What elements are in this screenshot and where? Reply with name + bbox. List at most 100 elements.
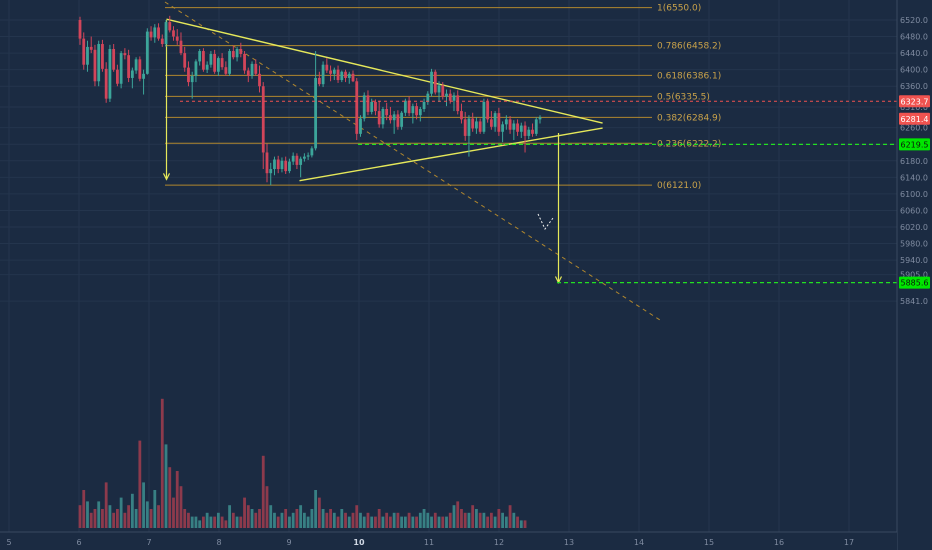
price-axis[interactable]: 6520.0 6480.0 6440.0 6400.0 6360.0 6310.0 6260… <box>896 0 932 550</box>
volume-bar <box>407 512 411 528</box>
x-tick-label: 7 <box>146 538 151 547</box>
candle-body <box>97 44 101 82</box>
candle-body <box>220 58 224 68</box>
volume-bar <box>478 512 482 528</box>
candle-body <box>164 22 168 45</box>
candle-body <box>534 119 538 134</box>
volume-bar <box>104 482 108 528</box>
volume-bar <box>362 516 366 528</box>
price-axis-background <box>897 0 932 550</box>
volume-bar <box>209 516 213 528</box>
candle-body <box>153 27 157 38</box>
volume-bar <box>243 497 246 528</box>
candle-body <box>463 119 467 136</box>
volume-bar <box>194 516 198 528</box>
candle-body <box>276 159 280 170</box>
volume-bar <box>164 444 168 528</box>
candle-body <box>134 59 138 71</box>
volume-bar <box>299 505 303 528</box>
volume-bar <box>97 501 101 528</box>
volume-bar <box>295 509 299 528</box>
candle-body <box>202 51 205 70</box>
candle-body <box>516 123 519 132</box>
candle-body <box>426 93 430 102</box>
volume-bar <box>329 509 332 528</box>
y-tick-label: 6100.0 <box>900 190 928 199</box>
x-tick-label: 17 <box>844 538 854 547</box>
candle-body <box>179 40 183 54</box>
y-tick-label: 6260.0 <box>900 124 928 133</box>
volume-bar <box>157 505 160 528</box>
volume-bar <box>332 512 336 528</box>
volume-bar <box>149 509 153 528</box>
candle-body <box>145 31 149 74</box>
candle-body <box>501 124 505 132</box>
candle-body <box>456 95 460 112</box>
volume-bar <box>411 516 415 528</box>
price-marker-badge <box>899 276 930 289</box>
volume-bar <box>445 516 448 528</box>
candle-body <box>374 101 377 112</box>
candle-body <box>359 118 362 134</box>
candle-body <box>531 129 534 134</box>
candle-body <box>340 71 344 81</box>
volume-bar <box>463 512 467 528</box>
volume-bar <box>325 512 329 528</box>
volume-bar <box>497 509 501 528</box>
volume-bar <box>123 512 127 528</box>
volume-bars <box>78 398 527 528</box>
volume-bar <box>101 509 104 528</box>
volume-bar <box>381 516 385 528</box>
candle-body <box>344 71 347 78</box>
volume-bar <box>228 505 231 528</box>
volume-bar <box>471 505 475 528</box>
candle-body <box>299 158 303 165</box>
volume-bar <box>235 516 239 528</box>
volume-bar <box>422 509 426 528</box>
volume-bar <box>291 512 295 528</box>
trendline-drawings[interactable] <box>162 1 661 321</box>
volume-bar <box>523 520 527 528</box>
y-tick-label: 6060.0 <box>900 206 928 215</box>
volume-bar <box>213 516 217 528</box>
time-axis[interactable]: 5 6 7 8 9 10 11 12 13 14 15 16 17 <box>0 531 897 550</box>
volume-bar <box>224 520 228 528</box>
candle-body <box>489 119 493 127</box>
volume-bar <box>254 512 258 528</box>
x-tick-label: 9 <box>286 538 291 547</box>
candle-body <box>527 129 531 136</box>
volume-bar <box>220 516 224 528</box>
y-tick-label: 6020.0 <box>900 223 928 232</box>
candle-body <box>430 71 433 94</box>
volume-bar <box>448 512 452 528</box>
candle-body <box>280 160 284 170</box>
candle-body <box>392 114 396 121</box>
candle-body <box>310 148 314 156</box>
candle-body <box>538 117 542 120</box>
candle-body <box>321 64 325 85</box>
volume-bar <box>302 512 306 528</box>
volume-bar <box>482 512 486 528</box>
x-tick-label: 8 <box>216 538 221 547</box>
volume-bar <box>183 509 187 528</box>
candle-body <box>198 51 202 62</box>
volume-bar <box>475 509 478 528</box>
candle-body <box>224 67 228 74</box>
volume-bar <box>519 520 523 528</box>
volume-bar <box>460 509 463 528</box>
volume-bar <box>489 512 493 528</box>
y-tick-label: 5905.0 <box>900 271 928 280</box>
volume-bar <box>415 516 418 528</box>
candle-body <box>329 70 332 74</box>
candle-body <box>482 101 486 132</box>
candle-body <box>168 22 172 31</box>
candle-body <box>119 53 123 84</box>
candle-body <box>441 85 445 97</box>
y-tick-label: 6140.0 <box>900 173 928 182</box>
volume-bar <box>486 516 490 528</box>
volume-bar <box>119 497 123 528</box>
volume-bar <box>366 512 370 528</box>
candle-body <box>108 48 112 99</box>
volume-bar <box>284 509 288 528</box>
